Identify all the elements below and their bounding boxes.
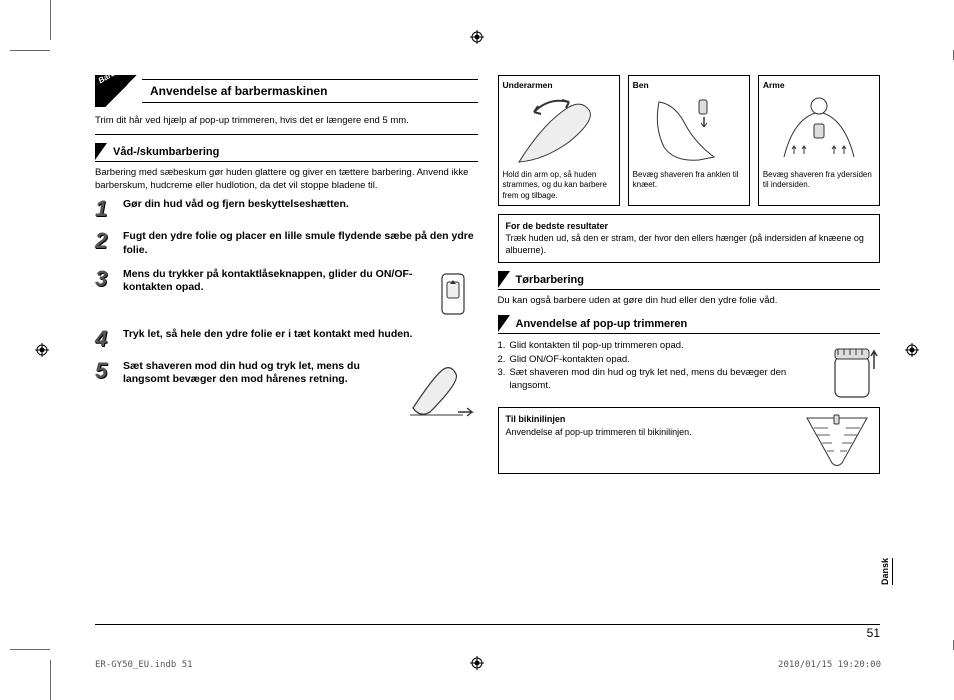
step-text: Mens du trykker på kontaktlåseknappen, g… xyxy=(123,268,420,295)
results-text: Træk huden ud, så den er stram, der hvor… xyxy=(506,233,864,255)
leg-illustration-icon xyxy=(633,92,745,167)
badge-label: Barbering xyxy=(97,59,134,86)
shaver-stroke-icon xyxy=(408,360,478,420)
step-number: 5 xyxy=(95,360,115,382)
best-results-box: For de bedste resultater Træk huden ud, … xyxy=(498,214,881,262)
step-number: 3 xyxy=(95,268,115,290)
page-title: Anvendelse af barbermaskinen xyxy=(142,79,478,103)
crop-mark xyxy=(50,660,51,700)
box-title: Underarmen xyxy=(503,80,615,90)
step-text: Sæt shaveren mod din hud og tryk let, me… xyxy=(123,360,400,387)
box-title: Arme xyxy=(763,80,875,90)
section-dry-heading: Tørbarbering xyxy=(498,271,881,290)
bikini-illustration-icon xyxy=(802,413,872,468)
box-arms: Arme Bevæg shaveren fra ydersiden til in… xyxy=(758,75,880,206)
step-4: 4 Tryk let, så hele den ydre folie er i … xyxy=(95,328,478,350)
right-column: Underarmen Hold din arm op, så huden str… xyxy=(498,75,881,635)
list-num: 1. xyxy=(498,339,506,352)
step-3: 3 Mens du trykker på kontaktlåseknappen,… xyxy=(95,268,478,318)
popup-content: 1.Glid kontakten til pop-up trimmeren op… xyxy=(498,339,881,399)
divider xyxy=(95,134,478,135)
body-area-boxes: Underarmen Hold din arm op, så huden str… xyxy=(498,75,881,206)
arms-illustration-icon xyxy=(763,92,875,167)
shaver-switch-icon xyxy=(428,268,478,318)
step-number: 2 xyxy=(95,230,115,252)
left-column: Barbering Anvendelse af barbermaskinen T… xyxy=(95,75,478,635)
list-num: 2. xyxy=(498,353,506,366)
bikini-text: Anvendelse af pop-up trimmeren til bikin… xyxy=(506,427,692,437)
footer-right: 2010/01/15 19:20:00 xyxy=(778,660,881,670)
box-legs: Ben Bevæg shaveren fra anklen til knæet. xyxy=(628,75,750,206)
step-number: 4 xyxy=(95,328,115,350)
page-content: Barbering Anvendelse af barbermaskinen T… xyxy=(95,75,880,635)
category-badge: Barbering xyxy=(95,75,147,107)
popup-trimmer-icon xyxy=(820,339,880,399)
section-wet-heading: Våd-/skumbarbering xyxy=(95,143,478,162)
list-item-text: Glid kontakten til pop-up trimmeren opad… xyxy=(509,339,683,352)
step-text: Fugt den ydre folie og placer en lille s… xyxy=(123,230,478,257)
step-1: 1 Gør din hud våd og fjern beskyttelsesh… xyxy=(95,198,478,220)
bikini-box: Til bikinilinjen Anvendelse af pop-up tr… xyxy=(498,407,881,474)
language-tab: Dansk xyxy=(880,558,893,585)
box-title: Ben xyxy=(633,80,745,90)
box-underarm: Underarmen Hold din arm op, så huden str… xyxy=(498,75,620,206)
crop-mark xyxy=(10,50,50,51)
section-popup-heading: Anvendelse af pop-up trimmeren xyxy=(498,315,881,334)
step-number: 1 xyxy=(95,198,115,220)
section-dry-intro: Du kan også barbere uden at gøre din hud… xyxy=(498,295,881,308)
step-text: Gør din hud våd og fjern beskyttelseshæt… xyxy=(123,198,478,212)
page-number: 51 xyxy=(867,626,880,640)
print-footer: ER-GY50_EU.indb 51 2010/01/15 19:20:00 xyxy=(95,660,881,670)
intro-text: Trim dit hår ved hjælp af pop-up trimmer… xyxy=(95,115,478,128)
step-text: Tryk let, så hele den ydre folie er i tæ… xyxy=(123,328,478,342)
popup-list: 1.Glid kontakten til pop-up trimmeren op… xyxy=(498,339,813,392)
box-caption: Bevæg shaveren fra ydersiden til indersi… xyxy=(763,170,875,191)
step-2: 2 Fugt den ydre folie og placer en lille… xyxy=(95,230,478,257)
crop-mark xyxy=(10,649,50,650)
box-caption: Hold din arm op, så huden strammes, og d… xyxy=(503,170,615,201)
list-num: 3. xyxy=(498,366,506,393)
results-title: For de bedste resultater xyxy=(506,220,873,232)
underarm-illustration-icon xyxy=(503,92,615,167)
bikini-title: Til bikinilinjen xyxy=(506,413,795,425)
page-rule xyxy=(95,624,880,625)
list-item-text: Glid ON/OF-kontakten opad. xyxy=(509,353,629,366)
section-wet-intro: Barbering med sæbeskum gør huden glatter… xyxy=(95,167,478,193)
box-caption: Bevæg shaveren fra anklen til knæet. xyxy=(633,170,745,191)
crop-mark xyxy=(50,0,51,40)
step-5: 5 Sæt shaveren mod din hud og tryk let, … xyxy=(95,360,478,420)
list-item-text: Sæt shaveren mod din hud og tryk let ned… xyxy=(509,366,812,393)
footer-left: ER-GY50_EU.indb 51 xyxy=(95,660,193,670)
registration-mark-icon xyxy=(905,343,919,357)
registration-mark-icon xyxy=(35,343,49,357)
registration-mark-icon xyxy=(470,30,484,44)
